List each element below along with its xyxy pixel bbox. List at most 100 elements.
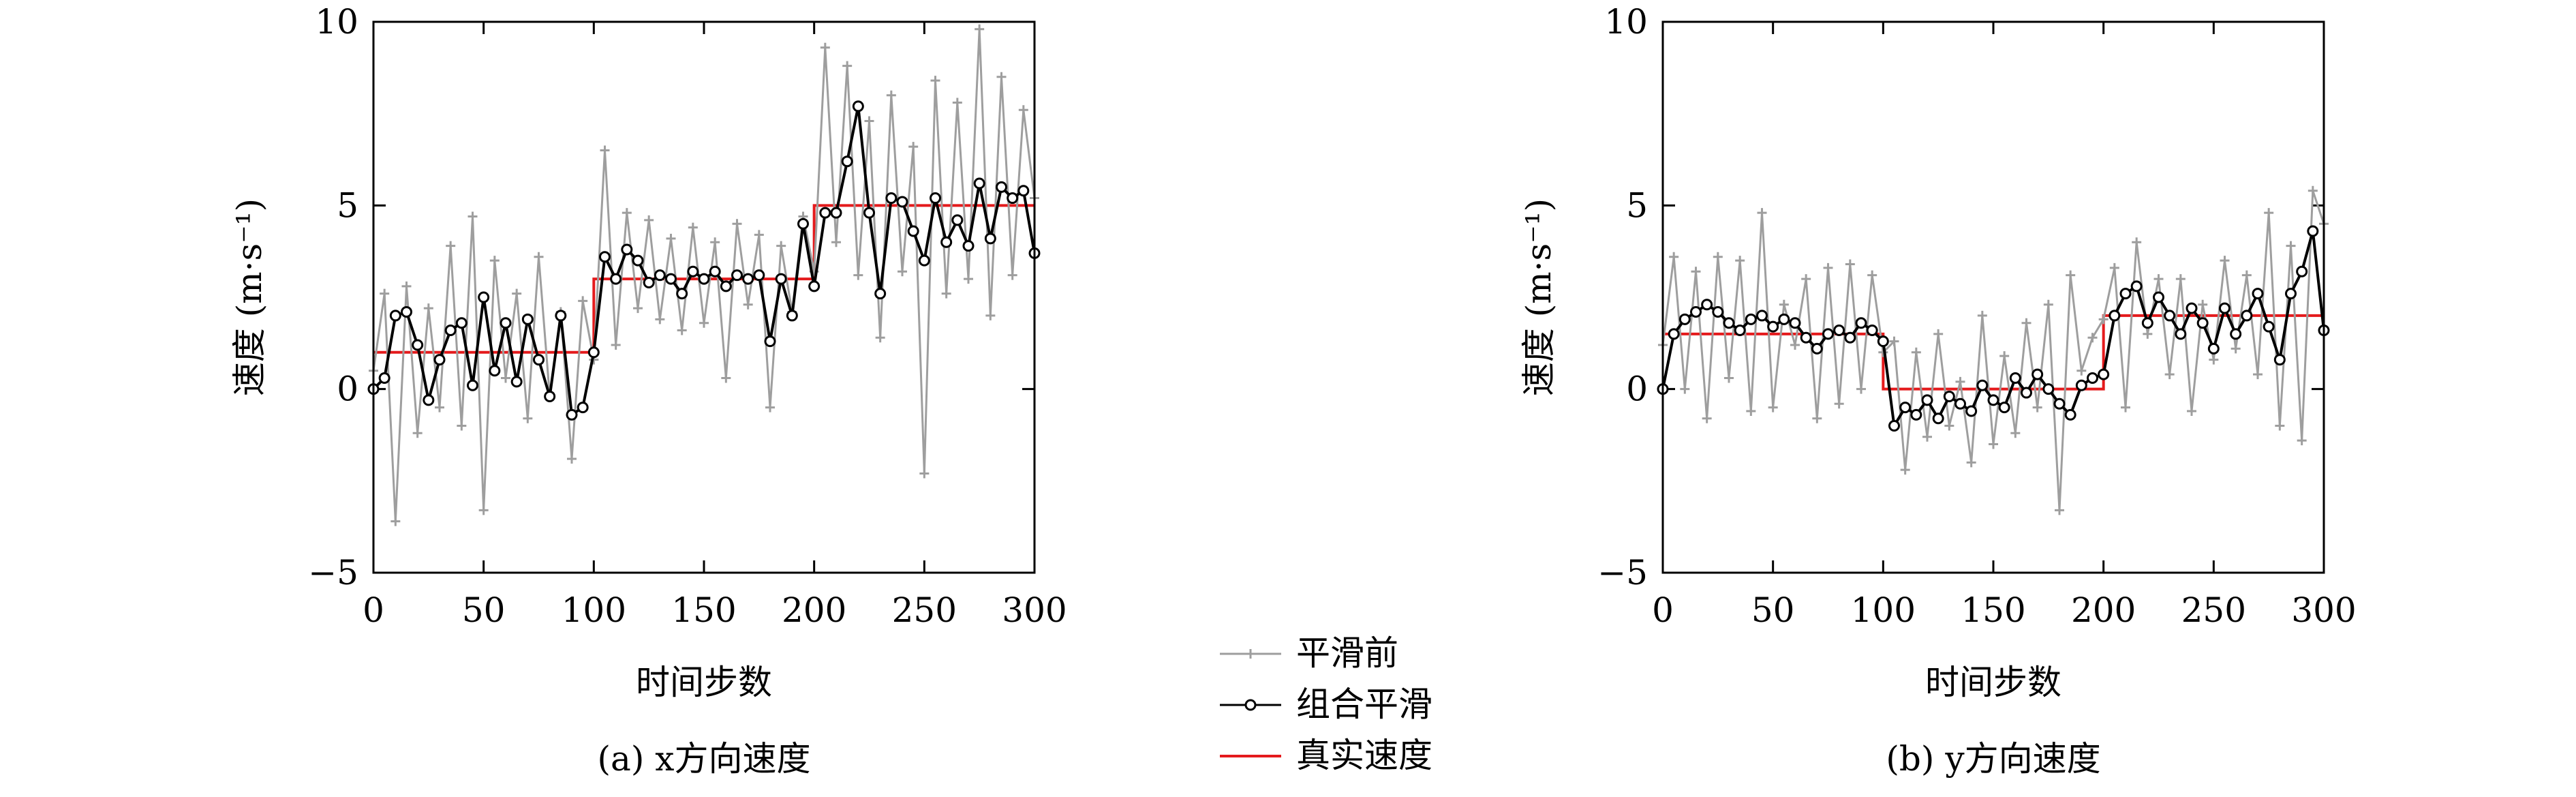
raw-point <box>1724 373 1734 383</box>
smoothed-point <box>455 317 467 329</box>
raw-point <box>1746 406 1756 416</box>
raw-point <box>721 373 731 383</box>
raw-point <box>1911 347 1921 357</box>
raw-point <box>2010 428 2021 438</box>
smoothed-point <box>2141 317 2153 329</box>
legend-marker <box>1246 649 1255 659</box>
raw-point <box>842 61 853 71</box>
legend-item-raw: 平滑前 <box>1220 633 1398 673</box>
raw-point <box>864 116 874 126</box>
smoothed-point <box>1778 313 1790 325</box>
raw-point <box>831 237 841 247</box>
raw-point <box>633 303 643 314</box>
smoothed-point <box>797 217 809 230</box>
x-axis-label-a: 时间步数 <box>636 663 772 702</box>
raw-point <box>2209 355 2219 365</box>
raw-point <box>1768 402 1778 412</box>
caption-a: (a) x方向速度 <box>598 739 811 779</box>
smoothed-point <box>775 273 787 285</box>
smoothed-point <box>698 273 710 285</box>
raw-point <box>390 516 401 526</box>
raw-point <box>996 72 1007 82</box>
raw-point <box>1922 432 1932 442</box>
smoothed-point <box>1888 420 1900 432</box>
raw-point <box>2175 274 2186 284</box>
smoothed-point <box>984 232 996 245</box>
raw-point <box>2187 406 2196 416</box>
raw-point <box>1900 465 1910 475</box>
raw-point <box>2121 402 2130 412</box>
x-tick-label: 0 <box>363 590 384 630</box>
smoothed-point <box>1701 299 1713 311</box>
y-tick-label: −5 <box>1597 553 1648 592</box>
raw-point <box>699 318 709 328</box>
smoothed-point <box>587 346 600 359</box>
raw-point <box>1691 267 1701 277</box>
smoothed-point <box>687 265 699 277</box>
legend-label-smoothed: 组合平滑 <box>1296 685 1432 724</box>
smoothed-point <box>962 240 975 252</box>
smoothed-point <box>1734 324 1746 336</box>
smoothed-point <box>951 214 964 226</box>
smoothed-point <box>2164 310 2176 322</box>
smoothed-point <box>478 291 490 303</box>
x-tick-label: 150 <box>671 590 736 630</box>
smoothed-point <box>544 390 556 402</box>
smoothed-point <box>2186 302 2198 314</box>
raw-point <box>1944 421 1954 431</box>
raw-point <box>1989 439 1998 449</box>
smoothed-point <box>731 269 743 282</box>
raw-point <box>1834 399 1844 409</box>
raw-point <box>875 333 885 343</box>
smoothed-point <box>500 317 512 329</box>
smoothed-point <box>830 207 842 219</box>
raw-point <box>644 215 654 225</box>
raw-series-b <box>1658 185 2329 515</box>
smoothed-point <box>1998 402 2010 414</box>
smoothed-point <box>720 280 732 292</box>
smoothed-point <box>874 288 887 300</box>
smoothed-point <box>654 269 666 282</box>
smoothed-point <box>2196 317 2209 329</box>
smoothed-point <box>2075 379 2087 391</box>
raw-point <box>2109 262 2119 273</box>
raw-point <box>2153 274 2164 284</box>
raw-point <box>2076 365 2087 376</box>
raw-point <box>2098 314 2109 325</box>
smoothed-point <box>1910 408 1922 421</box>
smoothed-series-b <box>1657 225 2330 432</box>
x-tick-label: 50 <box>462 590 506 630</box>
raw-point <box>1845 259 1855 269</box>
raw-point <box>2264 208 2274 218</box>
y-tick-label: 0 <box>337 370 358 409</box>
raw-point <box>611 340 621 350</box>
raw-point <box>820 42 830 52</box>
raw-point <box>2307 185 2318 196</box>
raw-point <box>732 219 742 229</box>
smoothed-point <box>489 365 501 377</box>
smoothed-point <box>1921 394 1933 406</box>
x-tick-label: 250 <box>2181 590 2246 630</box>
raw-point <box>2032 402 2042 412</box>
smoothed-point <box>2273 354 2286 366</box>
raw-point <box>1702 413 1712 423</box>
x-tick-label: 200 <box>2071 590 2136 630</box>
raw-point <box>655 314 665 325</box>
smoothed-point <box>2307 225 2319 237</box>
legend-swatch-raw <box>1220 649 1281 659</box>
smoothed-point <box>2053 397 2066 410</box>
raw-point <box>776 241 786 251</box>
smoothed-point <box>1007 192 1019 205</box>
y-axis-label-b: 速度 (m·s⁻¹) <box>1519 198 1559 396</box>
raw-point <box>523 413 533 423</box>
smoothed-point <box>1723 317 1735 329</box>
smoothed-point <box>1965 405 1978 417</box>
raw-point <box>567 454 577 464</box>
smoothed-point <box>1866 324 1878 336</box>
smoothed-point <box>863 207 875 219</box>
smoothed-point <box>555 310 567 322</box>
raw-point <box>1955 376 1965 387</box>
smoothed-point <box>2175 328 2187 340</box>
raw-point <box>534 252 544 262</box>
